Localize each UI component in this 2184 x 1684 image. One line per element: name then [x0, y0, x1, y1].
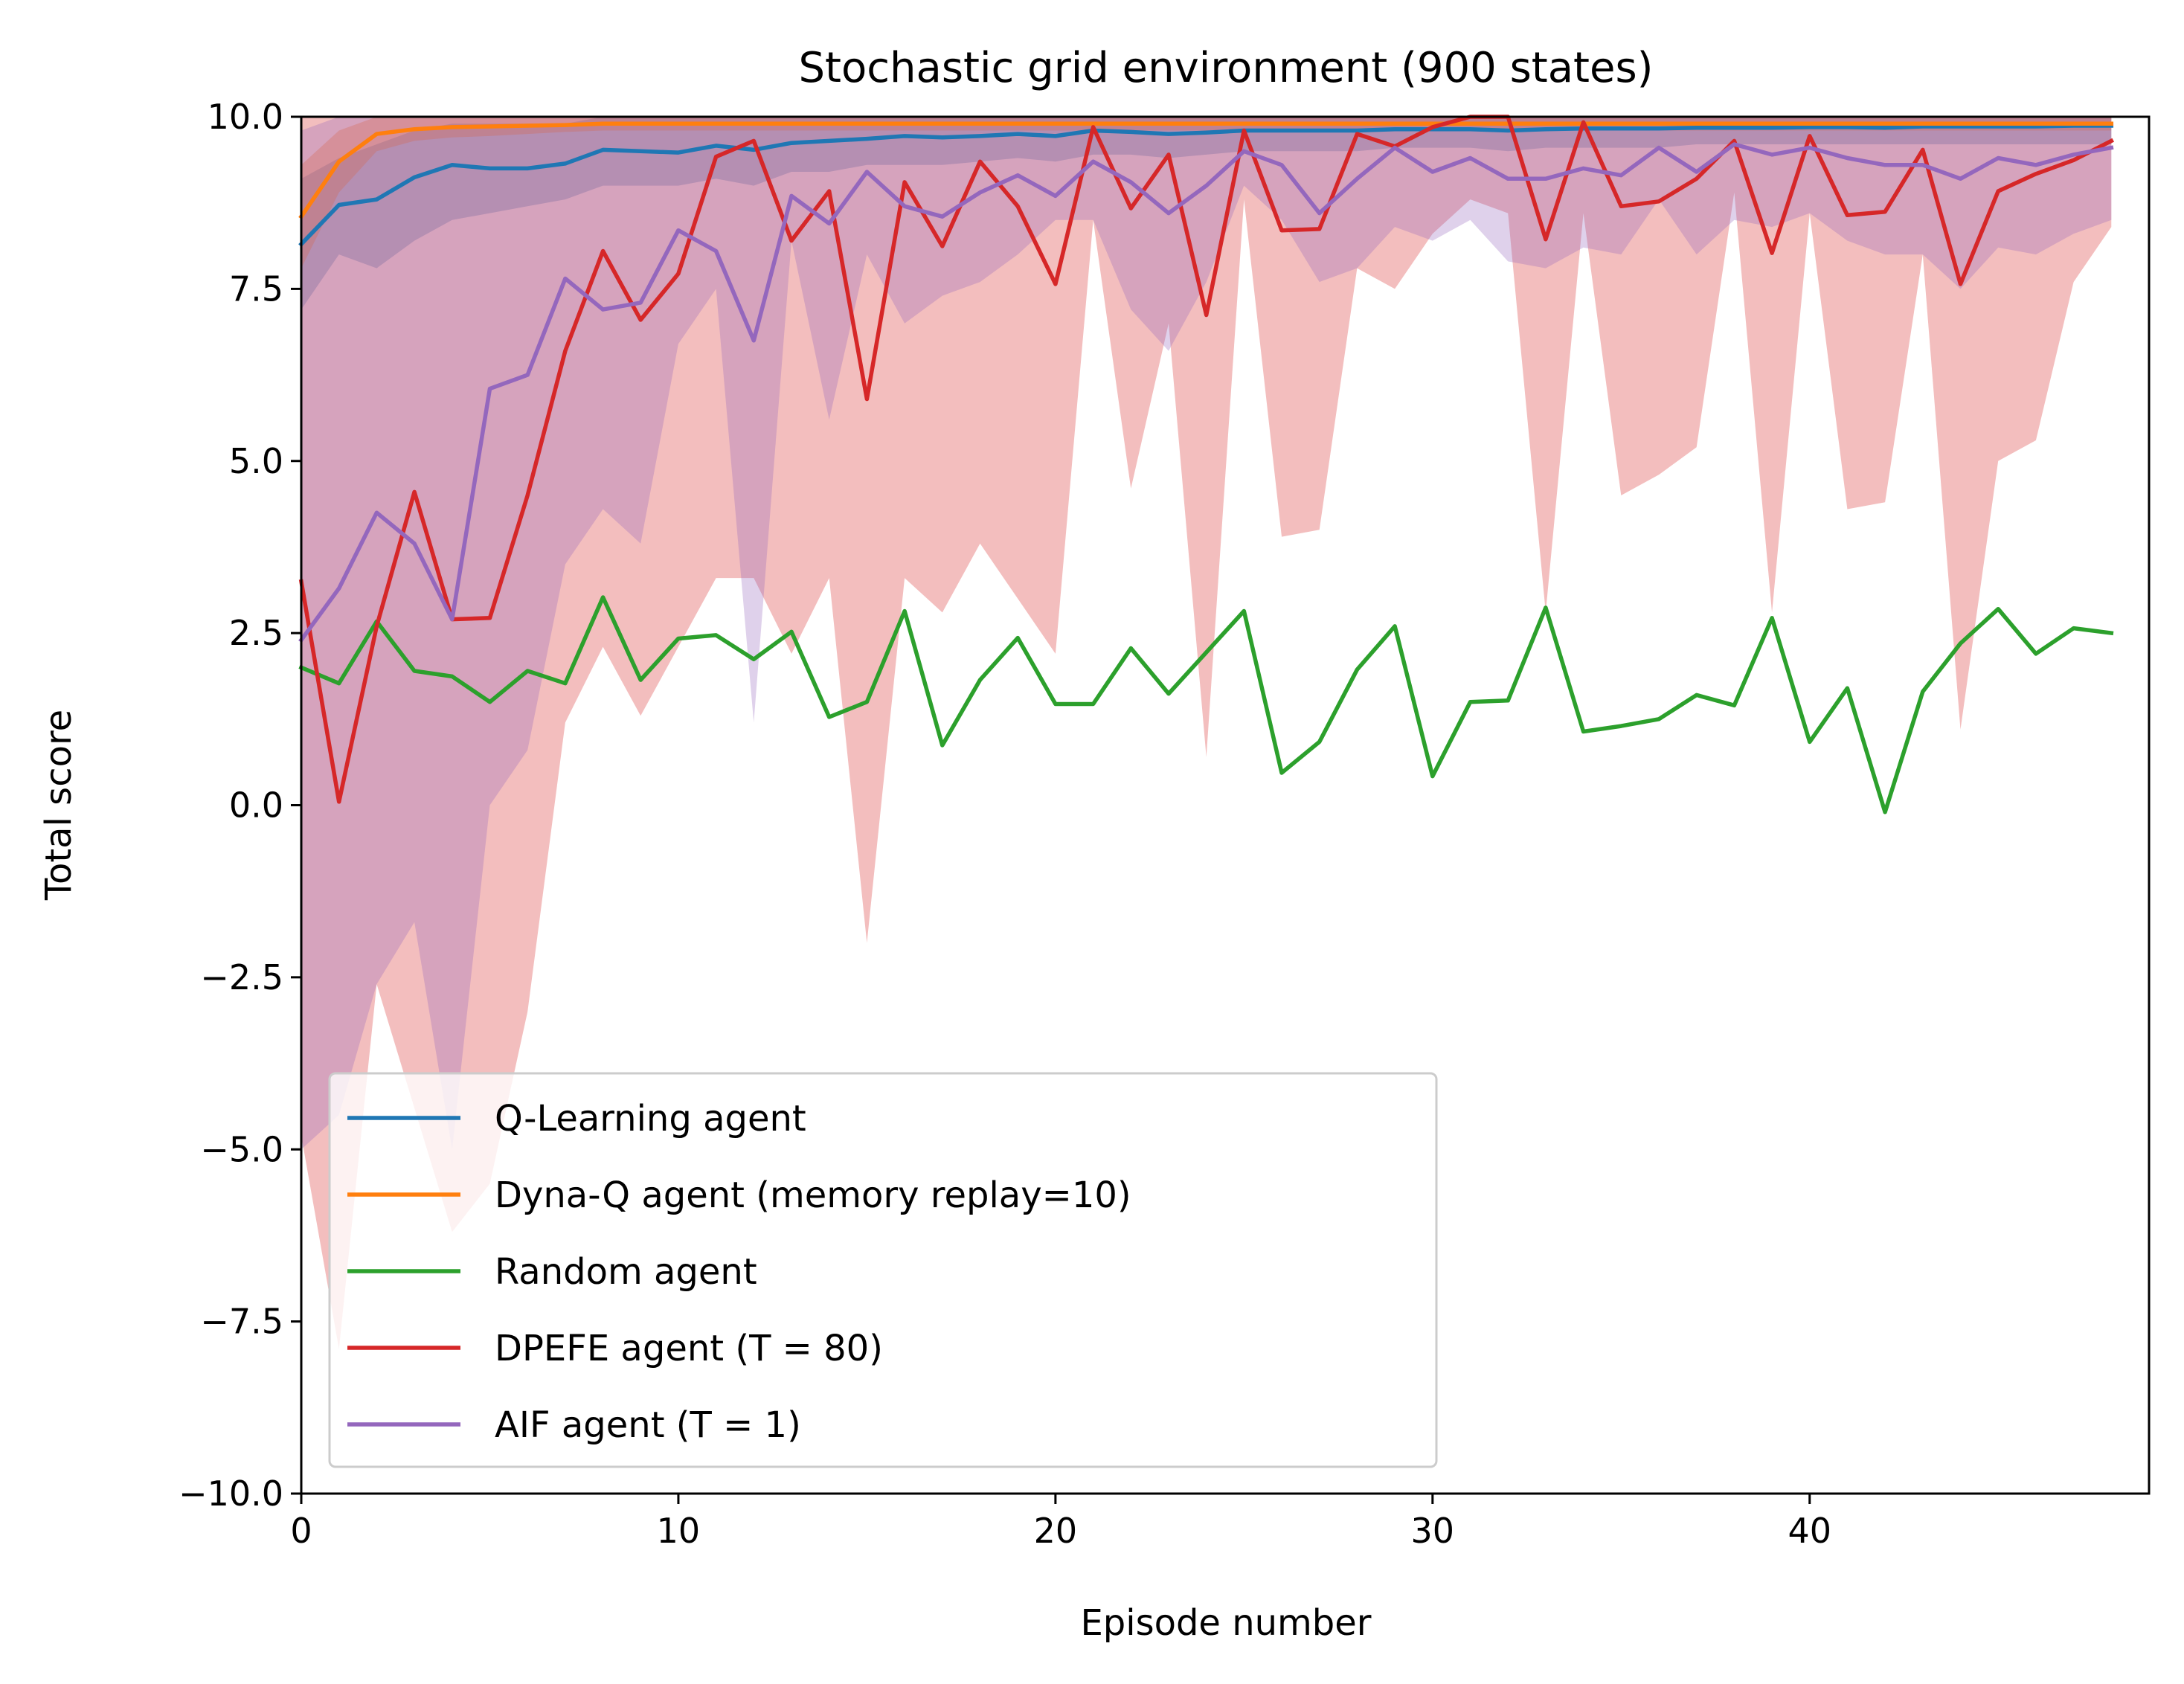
series-lines — [298, 115, 2115, 814]
y-tick-label: −10.0 — [179, 1474, 283, 1514]
confidence-bands — [301, 117, 2112, 1349]
line-series-0 — [298, 123, 2114, 248]
x-tick-label: 10 — [657, 1511, 701, 1551]
line-series-4 — [298, 142, 2114, 643]
line-series-2 — [298, 595, 2114, 814]
line-series-1 — [298, 121, 2114, 220]
y-tick-label: 10.0 — [208, 97, 283, 137]
band-series-1 — [301, 117, 2112, 269]
x-axis-label: Episode number — [1080, 1602, 1371, 1644]
legend-label-0: Q-Learning agent — [495, 1098, 806, 1140]
y-tick-label: 2.5 — [229, 613, 283, 653]
legend: Q-Learning agent Dyna-Q agent (memory rep… — [328, 1072, 1438, 1468]
x-tick-label: 0 — [290, 1511, 312, 1551]
legend-label-3: DPEFE agent (T = 80) — [495, 1328, 883, 1369]
x-tick-label: 20 — [1034, 1511, 1078, 1551]
legend-label-1: Dyna-Q agent (memory replay=10) — [495, 1174, 1131, 1216]
y-tick-label: −5.0 — [200, 1129, 283, 1169]
y-tick-label: 7.5 — [229, 269, 283, 309]
y-tick-label: −2.5 — [200, 957, 283, 997]
band-series-3 — [301, 117, 2112, 1349]
legend-box — [328, 1072, 1438, 1468]
y-tick-label: 5.0 — [229, 441, 283, 481]
x-axis-ticks: 0 10 20 30 40 — [290, 1494, 1831, 1551]
chart-title: Stochastic grid environment (900 states) — [799, 44, 1654, 92]
legend-label-4: AIF agent (T = 1) — [495, 1404, 801, 1446]
band-series-0 — [301, 117, 2112, 310]
legend-label-2: Random agent — [495, 1251, 757, 1293]
x-tick-label: 40 — [1788, 1511, 1831, 1551]
band-series-4 — [301, 117, 2112, 1150]
y-axis-label: Total score — [38, 710, 80, 901]
line-series-3 — [298, 115, 2115, 804]
y-axis-ticks: −10.0 −7.5 −5.0 −2.5 0.0 2.5 5.0 7.5 10.0 — [179, 97, 301, 1514]
y-tick-label: −7.5 — [200, 1302, 283, 1342]
y-tick-label: 0.0 — [229, 785, 283, 826]
x-tick-label: 30 — [1411, 1511, 1455, 1551]
